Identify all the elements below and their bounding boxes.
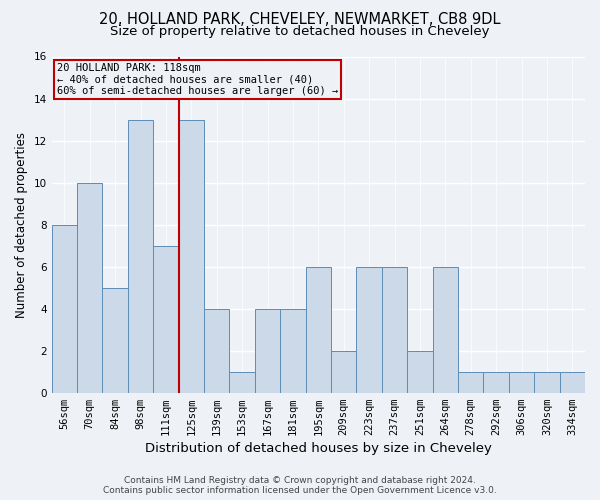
Bar [77, 182, 103, 392]
Text: Size of property relative to detached houses in Cheveley: Size of property relative to detached ho… [110, 25, 490, 38]
Bar [356, 266, 382, 392]
Bar [179, 120, 204, 392]
X-axis label: Distribution of detached houses by size in Cheveley: Distribution of detached houses by size … [145, 442, 492, 455]
Bar [484, 372, 509, 392]
Bar [331, 350, 356, 393]
Bar [128, 120, 153, 392]
Text: Contains HM Land Registry data © Crown copyright and database right 2024.
Contai: Contains HM Land Registry data © Crown c… [103, 476, 497, 495]
Bar [204, 308, 229, 392]
Bar [433, 266, 458, 392]
Bar [305, 266, 331, 392]
Bar [255, 308, 280, 392]
Bar [534, 372, 560, 392]
Y-axis label: Number of detached properties: Number of detached properties [15, 132, 28, 318]
Bar [229, 372, 255, 392]
Bar [280, 308, 305, 392]
Text: 20, HOLLAND PARK, CHEVELEY, NEWMARKET, CB8 9DL: 20, HOLLAND PARK, CHEVELEY, NEWMARKET, C… [99, 12, 501, 28]
Bar [509, 372, 534, 392]
Text: 20 HOLLAND PARK: 118sqm
← 40% of detached houses are smaller (40)
60% of semi-de: 20 HOLLAND PARK: 118sqm ← 40% of detache… [57, 63, 338, 96]
Bar [458, 372, 484, 392]
Bar [407, 350, 433, 393]
Bar [153, 246, 179, 392]
Bar [560, 372, 585, 392]
Bar [382, 266, 407, 392]
Bar [103, 288, 128, 393]
Bar [52, 224, 77, 392]
